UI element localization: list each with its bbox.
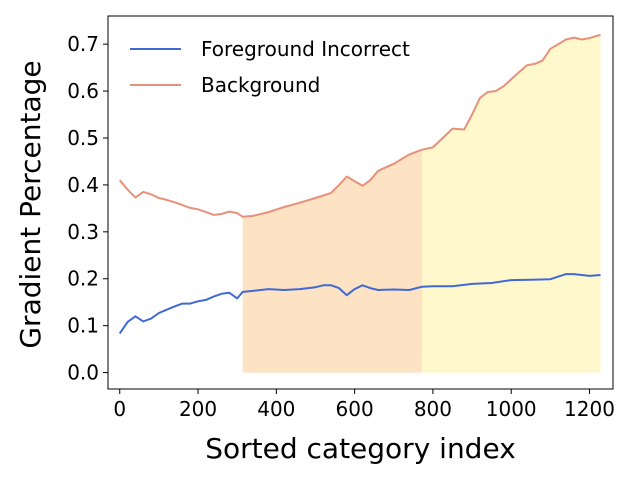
y-axis-ticks: 0.0 0.1 0.2 0.3 0.4 0.5 0.6 0.7 [67,32,108,385]
x-tick-label: 200 [179,397,217,421]
legend: Foreground Incorrect Background [130,37,410,97]
y-tick-label: 0.4 [67,173,99,197]
x-tick-label: 800 [414,397,452,421]
shaded-regions [242,34,601,373]
series-line-background [118,33,601,218]
y-tick-label: 0.5 [67,126,99,150]
y-tick-label: 0.7 [67,32,99,56]
x-tick-label: 400 [257,397,295,421]
shaded-region-2 [421,34,601,373]
x-tick-label: 1200 [564,397,615,421]
y-tick-label: 0.2 [67,267,99,291]
y-axis-label: Gradient Percentage [14,60,47,348]
x-axis-label: Sorted category index [205,432,516,465]
x-tick-label: 600 [336,397,374,421]
x-tick-label: 0 [113,397,126,421]
x-tick-label: 1000 [486,397,537,421]
legend-label: Background [201,73,320,97]
series-line-foreground-incorrect [118,273,601,335]
shaded-region-1 [242,149,422,373]
y-tick-label: 0.0 [67,361,99,385]
x-axis-ticks: 0 200 400 600 800 1000 1200 [113,389,615,421]
y-tick-label: 0.3 [67,220,99,244]
y-tick-label: 0.1 [67,314,99,338]
legend-label: Foreground Incorrect [201,37,410,61]
series-lines [118,33,601,335]
y-tick-label: 0.6 [67,79,99,103]
plot-frame [107,15,614,390]
